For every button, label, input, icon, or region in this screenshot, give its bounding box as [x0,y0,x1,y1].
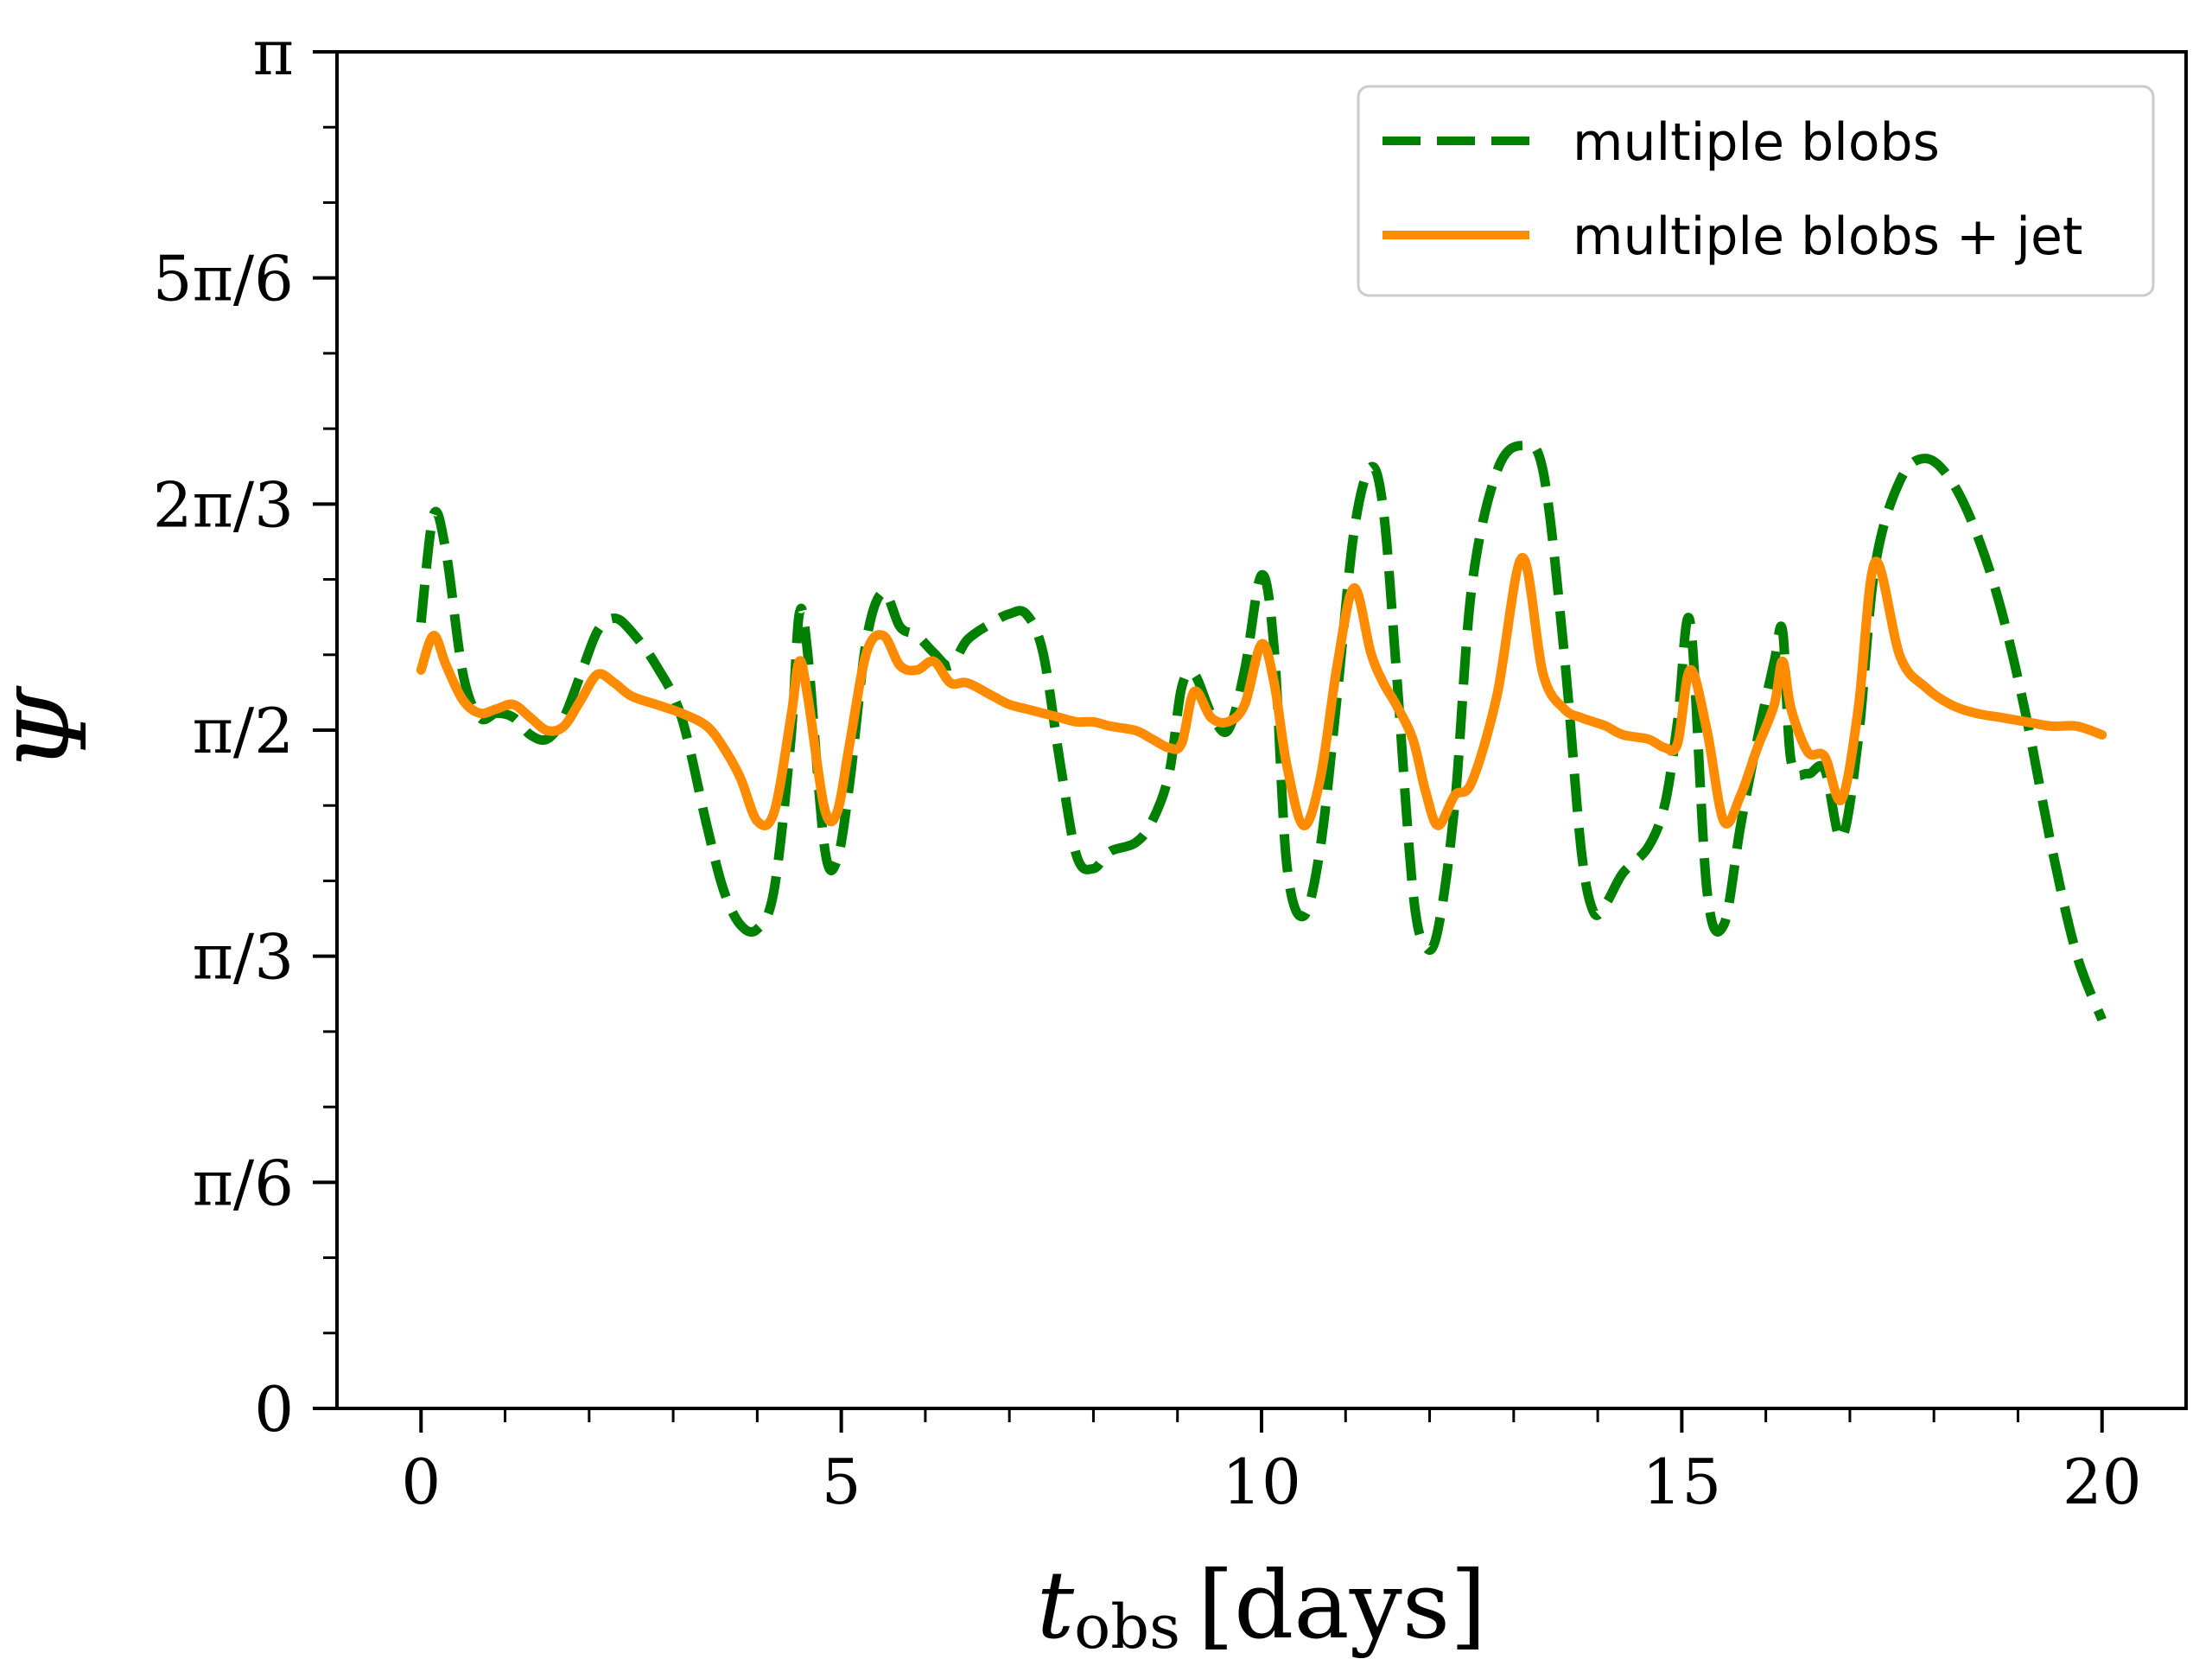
x-tick-label: 10 [1222,1446,1301,1518]
svg-text:tobs[days]: tobs [days] [1037,1552,1487,1659]
y-tick-label: π/2 [193,695,294,767]
y-tick-label: 2π/3 [153,468,294,541]
x-axis-label-main: t [1037,1552,1075,1659]
x-tick-label: 15 [1643,1446,1722,1518]
y-tick-label: 0 [254,1373,294,1446]
series-line-multiple-blobs-jet [416,552,2107,830]
y-tick-label: π/3 [193,921,294,994]
x-axis-label-sub: obs [1074,1592,1180,1659]
legend-box [1357,85,2155,297]
x-tick-label: 5 [822,1446,861,1518]
x-tick-label: 0 [401,1446,441,1518]
major-ticks [313,50,2104,1433]
y-axis-label: Ψ [0,684,108,772]
y-tick-label: π [253,16,294,89]
legend-label-multiple-blobs: multiple blobs [1573,112,1940,173]
tick-labels: 0 5 10 15 20 0 π/6 π/3 π/2 2π/3 5π/6 π [153,16,2142,1518]
series-layer [416,440,2107,1022]
legend: multiple blobs multiple blobs + jet [1357,85,2155,297]
y-tick-label: π/6 [193,1147,294,1219]
x-axis-label: tobs [days] [1037,1552,1487,1659]
legend-label-multiple-blobs-jet: multiple blobs + jet [1573,207,2082,267]
series-line-multiple-blobs [416,440,2107,1022]
y-tick-label: 5π/6 [153,243,294,315]
x-axis-label-unit: [days] [1198,1552,1486,1659]
minor-ticks [323,125,2019,1422]
x-tick-label: 20 [2063,1446,2142,1518]
plot-frame [335,50,2188,1410]
